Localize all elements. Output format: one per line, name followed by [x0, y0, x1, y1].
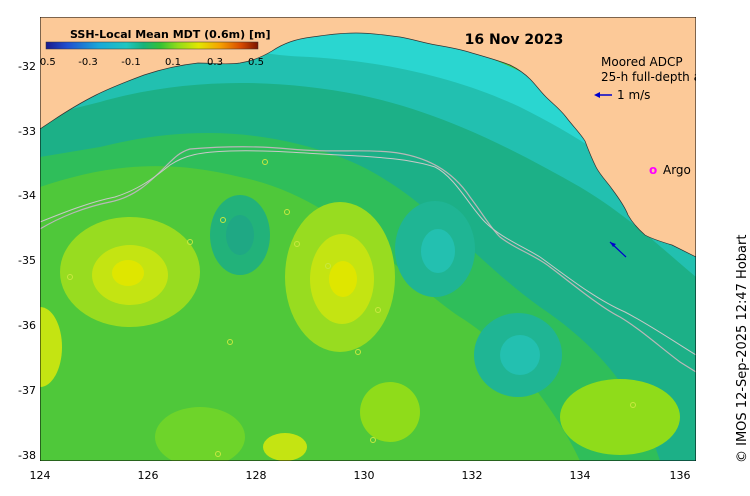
eddy-warm-1-center [112, 260, 144, 286]
eddy-south-2 [360, 382, 420, 442]
eddy-south-3 [263, 433, 307, 461]
lon-tick: 130 [353, 469, 375, 482]
argo-float [375, 307, 381, 313]
lat-tick: -38 [18, 449, 36, 462]
lat-tick: -34 [18, 189, 36, 202]
colorbar-tick: 0.1 [165, 57, 181, 68]
colorbar: SSH-Local Mean MDT (0.6m) [m] -0.5 -0.3 … [36, 28, 270, 68]
colorbar-title: SSH-Local Mean MDT (0.6m) [m] [70, 28, 270, 41]
lat-tick: -35 [18, 254, 36, 267]
eddy-cool-3-core [500, 335, 540, 375]
colorbar-tick: 0.5 [248, 57, 264, 68]
argo-legend-marker: o [649, 163, 657, 177]
eddy-cool-1-core [226, 215, 254, 255]
argo-float [220, 217, 226, 223]
argo-float [262, 159, 268, 165]
scale-arrow-head [594, 92, 600, 98]
lon-tick: 124 [29, 469, 51, 482]
argo-float [187, 239, 193, 245]
map-date: 16 Nov 2023 [465, 32, 564, 48]
colorbar-tick: 0.3 [207, 57, 223, 68]
lat-tick: -32 [18, 60, 36, 73]
argo-float [325, 263, 331, 269]
argo-float [227, 339, 233, 345]
argo-float [284, 209, 290, 215]
lon-tick: 126 [137, 469, 159, 482]
adcp-legend-subtitle: 25-h full-depth av. [601, 70, 696, 84]
argo-float [215, 451, 221, 457]
eddy-south-1 [560, 379, 680, 455]
eddy-south-4 [155, 407, 245, 467]
colorbar-tick: -0.5 [40, 57, 56, 68]
eddy-cool-2-core [421, 229, 455, 273]
lon-tick: 132 [461, 469, 483, 482]
ssh-map: SSH-Local Mean MDT (0.6m) [m] -0.5 -0.3 … [18, 16, 711, 467]
lat-tick: -36 [18, 319, 36, 332]
credit-text: © IMOS 12-Sep-2025 12:47 Hobart [735, 234, 750, 463]
lat-tick: -33 [18, 125, 36, 138]
lon-tick: 134 [569, 469, 591, 482]
argo-float [355, 349, 361, 355]
lat-tick: -37 [18, 384, 36, 397]
adcp-vector-head [610, 242, 616, 247]
argo-float [630, 402, 636, 408]
argo-float [67, 274, 73, 280]
colorbar-tick: -0.1 [121, 57, 141, 68]
isobath-contour-2 [39, 150, 697, 356]
eddy-warm-2-center [329, 261, 357, 297]
adcp-legend-title: Moored ADCP [601, 55, 683, 69]
lon-tick: 136 [669, 469, 691, 482]
argo-legend-label: Argo [663, 163, 691, 177]
land-mass [39, 16, 697, 258]
colorbar-tick: -0.3 [78, 57, 98, 68]
colorbar-strip [45, 41, 259, 50]
argo-floats [67, 159, 636, 457]
argo-float [370, 437, 376, 443]
lon-tick: 128 [245, 469, 267, 482]
map-frame: SSH-Local Mean MDT (0.6m) [m] -0.5 -0.3 … [18, 16, 711, 467]
argo-float [294, 241, 300, 247]
scale-label: 1 m/s [617, 88, 650, 102]
